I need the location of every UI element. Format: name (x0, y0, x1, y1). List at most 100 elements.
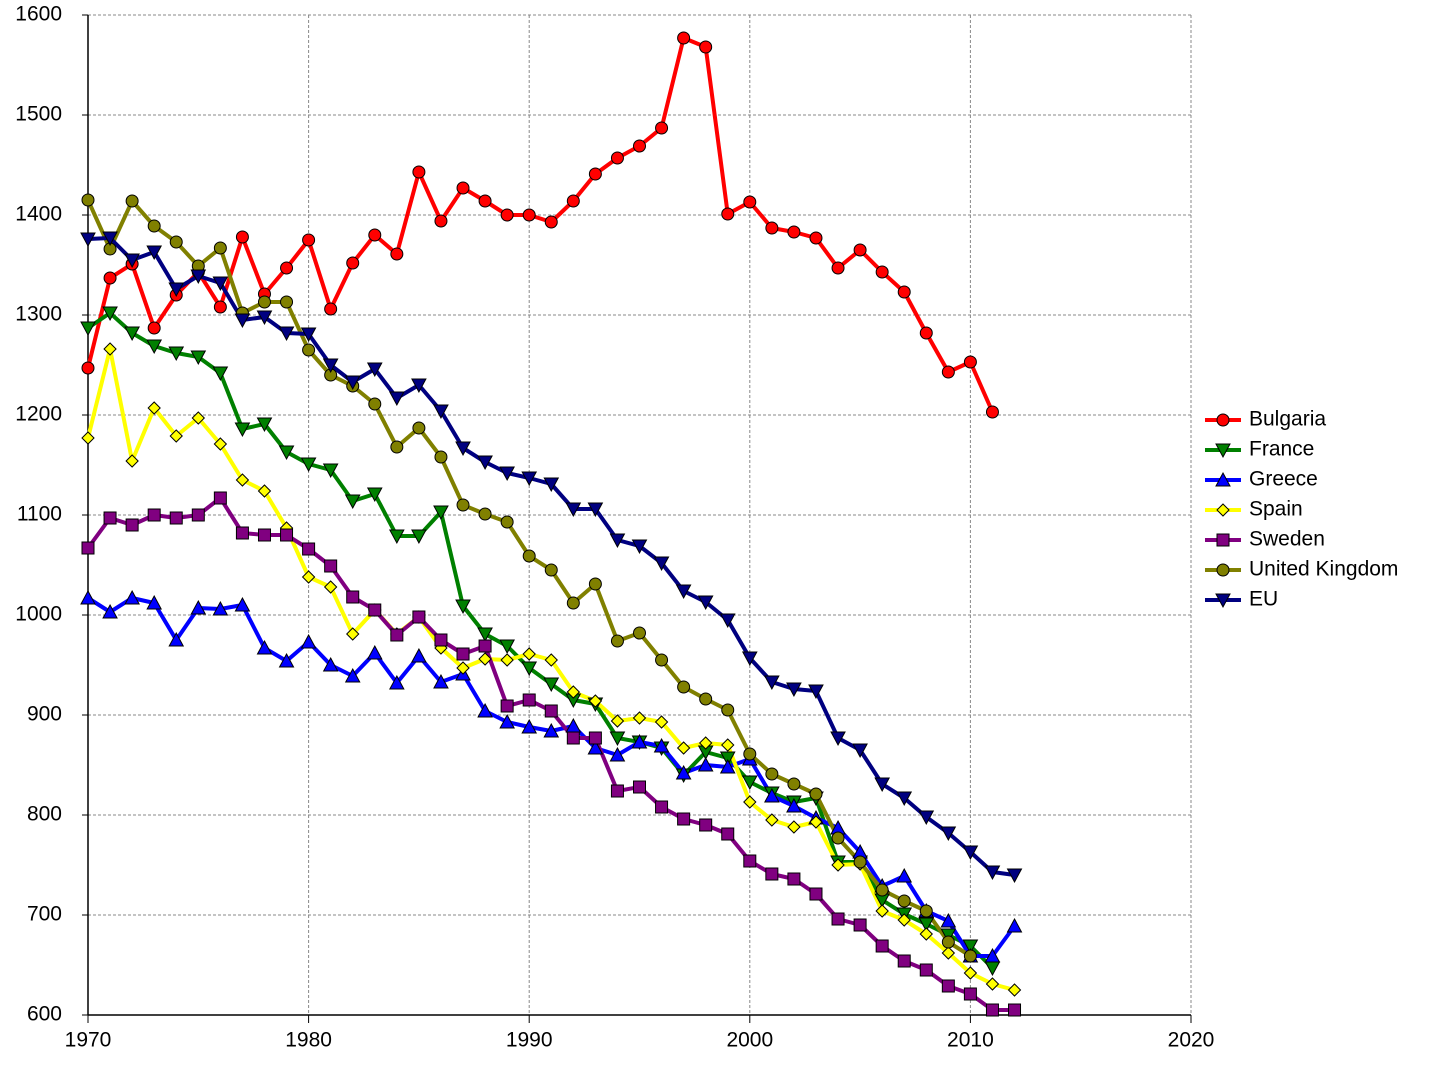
data-point (478, 507, 492, 521)
data-point (830, 731, 846, 747)
data-point (346, 256, 360, 270)
data-point (433, 673, 449, 689)
data-point (344, 667, 361, 683)
data-point (941, 365, 955, 379)
legend-label: Greece (1249, 468, 1318, 491)
data-point (721, 207, 735, 221)
data-point (499, 466, 515, 482)
data-point (456, 661, 470, 675)
data-point (655, 800, 669, 814)
data-point (300, 457, 317, 473)
data-point (566, 685, 581, 699)
y-tick-label: 800 (27, 803, 62, 826)
data-point (390, 628, 404, 642)
data-point (80, 321, 96, 337)
data-point (565, 502, 582, 518)
y-tick-label: 900 (27, 703, 62, 726)
data-point (521, 661, 538, 677)
data-point (566, 731, 580, 745)
data-point (146, 594, 163, 610)
y-tick-label: 1100 (17, 503, 62, 526)
data-point (124, 253, 140, 269)
data-point (919, 326, 933, 340)
data-point (147, 219, 161, 233)
data-point (366, 644, 383, 660)
data-point (677, 680, 691, 694)
x-tick-label: 2010 (947, 1029, 994, 1052)
data-point (323, 580, 338, 594)
legend-entry: Greece (1205, 468, 1318, 491)
data-point (499, 639, 515, 655)
data-point (522, 647, 536, 661)
data-point (125, 194, 139, 208)
data-point (941, 946, 956, 960)
data-point (124, 326, 140, 342)
data-point (103, 271, 117, 285)
data-point (280, 261, 294, 275)
legend-entry: Bulgaria (1205, 408, 1326, 431)
data-point (875, 265, 889, 279)
data-point (191, 508, 205, 522)
data-point (368, 603, 382, 617)
data-point (919, 904, 933, 918)
data-point (256, 639, 273, 655)
data-point (985, 977, 1000, 991)
data-point (478, 194, 492, 208)
data-point (897, 913, 911, 927)
data-point (412, 610, 426, 624)
data-point (852, 743, 868, 759)
data-point (412, 421, 426, 435)
data-point (918, 917, 935, 933)
data-point (543, 477, 560, 493)
data-point (743, 854, 757, 868)
data-point (831, 858, 845, 872)
data-point (81, 431, 95, 445)
data-point (213, 241, 227, 255)
data-point (963, 949, 977, 963)
data-point (366, 487, 383, 503)
data-point (168, 282, 185, 298)
data-point (366, 362, 383, 378)
legend-label: Sweden (1249, 528, 1325, 551)
data-point (765, 221, 779, 235)
legend-marker (1215, 471, 1231, 487)
data-point (653, 556, 670, 572)
data-point (280, 528, 294, 542)
data-point (168, 631, 185, 647)
data-point (278, 326, 295, 342)
data-point (433, 404, 449, 420)
data-point (874, 777, 890, 793)
data-point (146, 339, 163, 355)
data-point (588, 694, 603, 708)
data-point (500, 208, 514, 222)
data-point (741, 651, 758, 667)
data-point (677, 812, 691, 826)
data-point (896, 791, 913, 807)
data-point (522, 693, 536, 707)
data-point (1007, 983, 1022, 997)
data-point (169, 235, 183, 249)
data-point (809, 231, 823, 245)
legend-entry: France (1205, 438, 1314, 461)
data-point (631, 733, 648, 749)
data-point (257, 528, 271, 542)
data-point (455, 441, 471, 457)
data-point (500, 653, 514, 667)
data-point (190, 269, 207, 285)
data-point (918, 810, 935, 826)
data-point (831, 261, 845, 275)
data-point (985, 1003, 999, 1017)
data-point (434, 214, 448, 228)
data-point (940, 826, 957, 842)
data-point (566, 596, 580, 610)
data-point (278, 445, 295, 461)
data-point (212, 600, 229, 616)
data-point (302, 542, 316, 556)
data-point (1008, 1003, 1022, 1017)
data-point (875, 904, 889, 918)
data-point (875, 883, 889, 897)
data-point (544, 704, 558, 718)
data-point (411, 647, 427, 663)
data-point (257, 484, 272, 498)
